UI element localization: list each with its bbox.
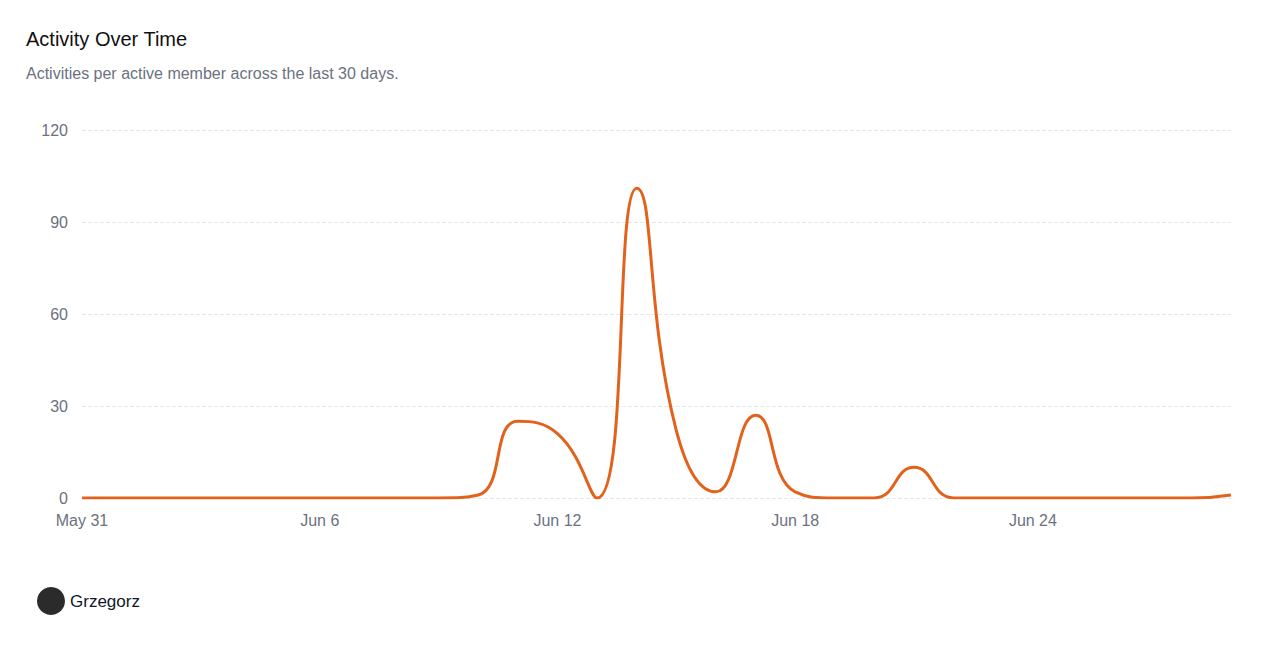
svg-text:Jun 6: Jun 6 bbox=[300, 512, 339, 529]
svg-text:Jun 12: Jun 12 bbox=[533, 512, 581, 529]
svg-text:90: 90 bbox=[50, 214, 68, 231]
svg-text:0: 0 bbox=[59, 490, 68, 507]
svg-text:60: 60 bbox=[50, 306, 68, 323]
svg-text:May 31: May 31 bbox=[56, 512, 109, 529]
svg-text:Grzegorz: Grzegorz bbox=[70, 592, 140, 611]
svg-text:Jun 24: Jun 24 bbox=[1009, 512, 1057, 529]
svg-text:120: 120 bbox=[41, 122, 68, 139]
svg-text:30: 30 bbox=[50, 398, 68, 415]
svg-text:Activities per active member a: Activities per active member across the … bbox=[26, 65, 399, 82]
svg-text:Activity Over Time: Activity Over Time bbox=[26, 28, 187, 50]
svg-text:Jun 18: Jun 18 bbox=[771, 512, 819, 529]
